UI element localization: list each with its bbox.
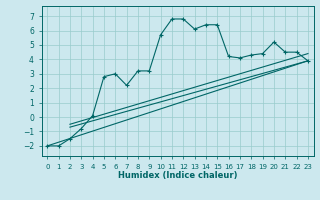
X-axis label: Humidex (Indice chaleur): Humidex (Indice chaleur): [118, 171, 237, 180]
